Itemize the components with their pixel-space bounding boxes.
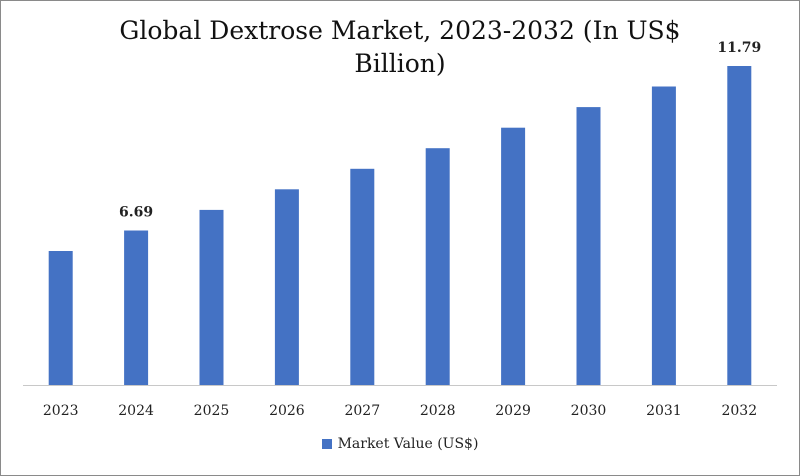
chart-title: Global Dextrose Market, 2023-2032 (In US… [100,14,700,80]
x-tick-label-2023: 2023 [43,403,79,419]
chart-title-line-1: Global Dextrose Market, 2023-2032 (In US… [119,16,681,45]
x-tick-label-2030: 2030 [571,403,607,419]
legend-label: Market Value (US$) [337,436,479,452]
bar-2031 [651,86,676,385]
bar-2032 [727,66,752,385]
bar-2023 [48,251,73,385]
bar-2029 [501,127,526,385]
bar-2027 [350,168,375,385]
x-tick-label-2032: 2032 [721,403,757,419]
x-tick-label-2025: 2025 [194,403,230,419]
bar-2030 [576,107,601,385]
x-tick-label-2026: 2026 [269,403,305,419]
x-tick-label-2031: 2031 [646,403,682,419]
x-tick-label-2027: 2027 [344,403,380,419]
data-label-2024: 6.69 [119,205,153,221]
chart-title-line-2: Billion) [354,49,446,78]
bar-2026 [274,189,299,385]
x-tick-label-2024: 2024 [118,403,154,419]
bar-2024 [124,230,149,385]
legend-swatch [321,439,332,449]
legend: Market Value (US$) [0,436,800,452]
bar-2028 [425,148,450,385]
bar-2025 [199,209,224,385]
data-label-2032: 11.79 [717,40,761,56]
x-tick-label-2028: 2028 [420,403,456,419]
x-tick-label-2029: 2029 [495,403,531,419]
